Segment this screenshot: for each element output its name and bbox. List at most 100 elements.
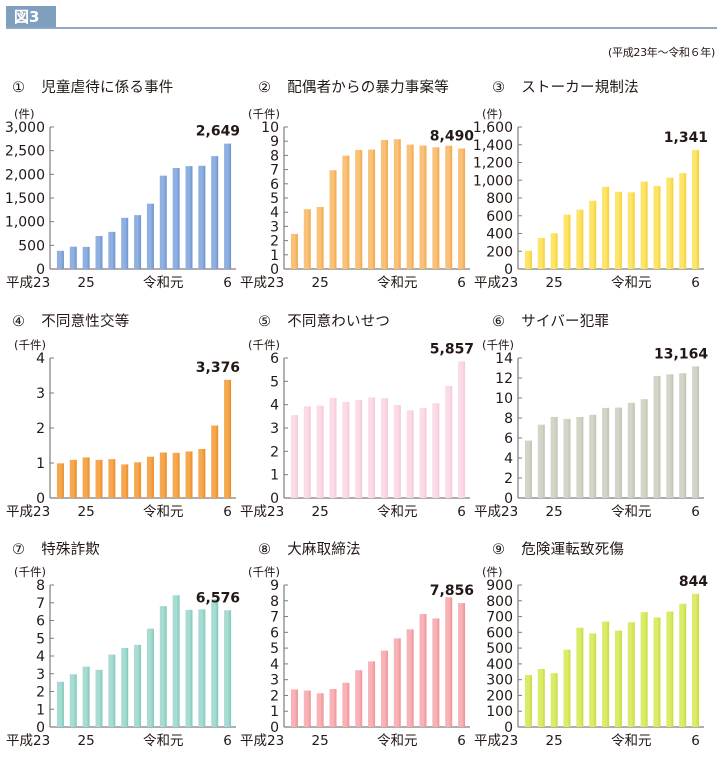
x-tick-label: 25 [312,275,329,291]
y-tick-label: 0 [504,720,513,736]
y-tick-label: 2,000 [5,167,45,183]
bar [290,233,298,269]
bar [666,374,674,498]
bar [121,464,129,498]
bar [419,408,427,498]
bar [159,606,167,727]
bar [316,693,324,727]
chart-title: ① 児童虐待に係る事件 [12,76,174,97]
bar [445,597,453,727]
chart-title: ⑥ サイバー犯罪 [492,310,609,331]
y-tick-label: 6 [270,177,279,193]
chart-number: ⑦ [12,542,26,558]
y-axis-unit: (件) [482,107,502,121]
y-tick-label: 700 [486,610,513,626]
data-label-latest: 13,164 [654,346,708,362]
bar [576,209,584,269]
x-tick-label: 平成23 [6,733,50,749]
bar [134,644,142,727]
y-tick-label: 7 [270,163,279,179]
bar [406,629,414,727]
y-tick-label: 1 [270,704,279,720]
y-tick-label: 600 [486,625,513,641]
chart-title-text: サイバー犯罪 [521,314,610,330]
y-tick-label: 7 [36,596,45,612]
x-tick-label: 6 [691,275,700,291]
y-tick-label: 600 [486,209,513,225]
y-axis-unit: (件) [482,565,502,579]
y-tick-label: 2,500 [5,144,45,160]
bar [329,397,337,498]
y-tick-label: 8 [270,594,279,610]
y-tick-label: 8 [36,578,45,594]
x-tick-label: 25 [78,504,95,520]
bar [393,139,401,269]
y-tick-label: 4 [270,657,279,673]
chart-number: ② [258,80,272,96]
y-tick-label: 0 [36,720,45,736]
x-tick-label: 6 [223,275,232,291]
bar [589,200,597,269]
y-tick-label: 1 [36,702,45,718]
y-tick-label: 100 [486,704,513,720]
bar [550,416,558,498]
y-tick-label: 1,500 [5,191,45,207]
bar [563,418,571,498]
bar [224,143,232,269]
bar [355,670,363,727]
bar [419,145,427,269]
bar [82,246,90,269]
bar [69,674,77,727]
bar [303,209,311,269]
x-tick-label: 令和元 [143,504,184,520]
chart-title: ③ ストーカー規制法 [492,76,639,97]
y-axis-unit: (千件) [248,565,280,579]
bar [342,682,350,727]
y-tick-label: 1,600 [473,120,513,136]
bar [56,250,64,269]
y-tick-label: 1 [270,248,279,264]
bar [666,611,674,727]
y-tick-label: 4 [270,205,279,221]
x-tick-label: 25 [312,504,329,520]
chart-title-text: 特殊詐欺 [41,542,101,558]
chart-title-text: 児童虐待に係る事件 [41,80,174,96]
bar [679,603,687,727]
x-tick-label: 6 [457,504,466,520]
bar [614,407,622,498]
bar [537,424,545,498]
x-tick-label: 令和元 [611,504,652,520]
y-tick-label: 3 [270,219,279,235]
y-tick-label: 8 [270,148,279,164]
bar [211,599,219,727]
y-tick-label: 2 [36,685,45,701]
y-axis-unit: (千件) [14,565,46,579]
bar [692,593,700,727]
figure-header-rule [6,27,717,29]
bar [653,185,661,269]
bar [524,440,532,498]
bar [550,673,558,727]
y-tick-label: 6 [36,614,45,630]
y-tick-label: 5 [270,374,279,390]
y-tick-label: 0 [270,491,279,507]
bar [316,206,324,269]
bar [108,654,116,727]
bar [653,375,661,498]
y-tick-label: 200 [486,688,513,704]
y-tick-label: 900 [486,578,513,594]
bar [82,666,90,727]
y-tick-label: 5 [270,641,279,657]
bar [576,627,584,727]
x-tick-label: 25 [546,504,563,520]
bar [679,373,687,498]
x-tick-label: 6 [691,504,700,520]
bar [627,402,635,498]
bar [211,425,219,498]
bar [602,621,610,727]
bar [458,603,466,727]
